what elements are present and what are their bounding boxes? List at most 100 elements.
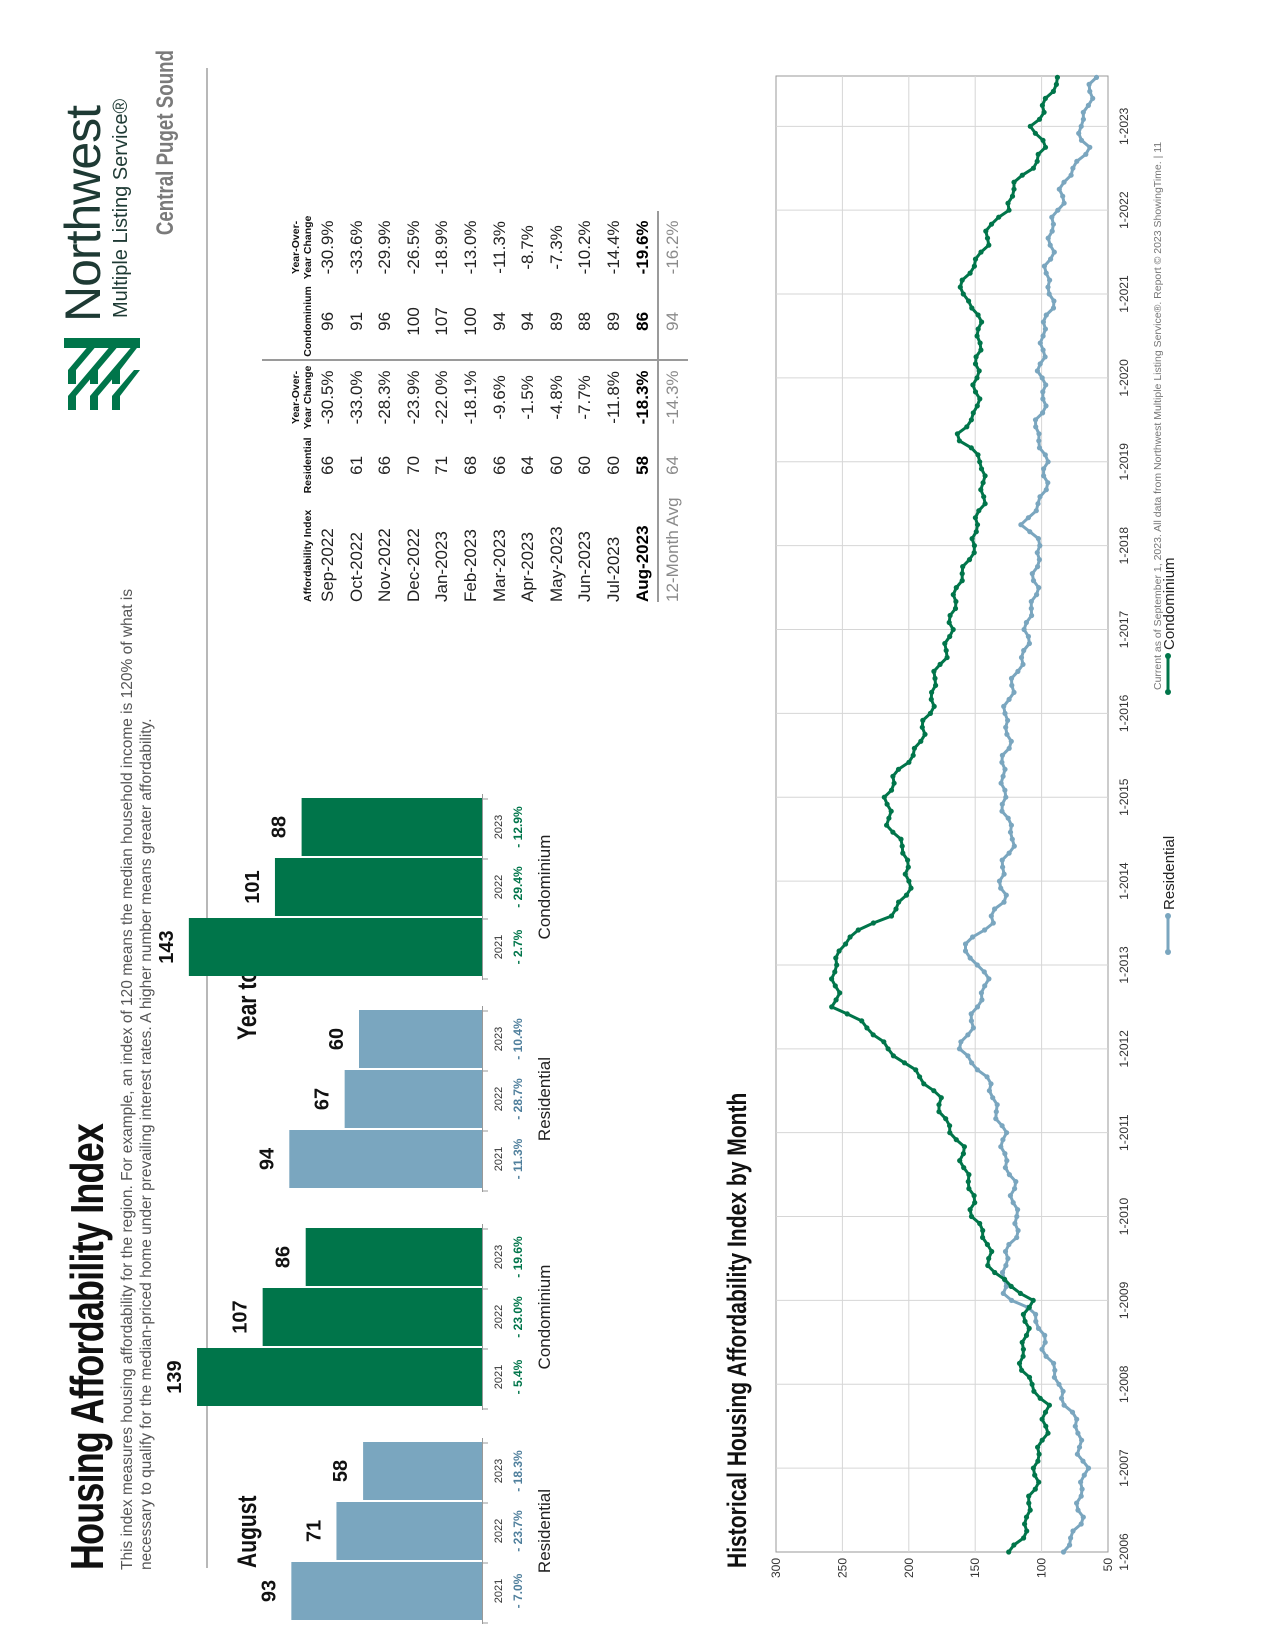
series-point	[833, 955, 839, 961]
series-point	[884, 822, 890, 828]
series-point	[966, 1186, 972, 1192]
series-point	[966, 556, 973, 563]
series-point	[1001, 899, 1007, 905]
series-point	[1015, 1207, 1021, 1213]
x-tick-label: 1-2018	[1117, 527, 1131, 565]
nwmls-logo: Northwest Multiple Listing Service®	[52, 40, 152, 410]
series-point	[906, 759, 912, 765]
series-point	[1006, 1549, 1012, 1555]
series-point	[984, 235, 991, 241]
series-point	[999, 808, 1005, 814]
series-point	[1026, 1304, 1032, 1310]
series-point	[1032, 130, 1039, 136]
bar-value-label: 71	[303, 1520, 325, 1542]
bar	[344, 1070, 482, 1128]
series-point	[1021, 1535, 1027, 1541]
series-point	[1037, 542, 1043, 549]
series-point	[999, 857, 1005, 863]
series-point	[1021, 647, 1027, 654]
y-tick-label: 250	[835, 1558, 849, 1578]
series-point	[837, 990, 843, 996]
series-point	[917, 1074, 923, 1080]
series-point	[1030, 577, 1037, 584]
series-point	[1074, 1451, 1081, 1457]
series-point	[1005, 200, 1011, 206]
series-point	[1037, 340, 1043, 346]
series-point	[931, 703, 937, 709]
series-point	[1015, 1227, 1021, 1234]
series-point	[1013, 1179, 1019, 1185]
series-point	[1079, 1486, 1085, 1492]
series-point	[1036, 438, 1042, 444]
series-point	[843, 941, 849, 947]
series-point	[1033, 424, 1039, 430]
series-point	[1026, 1493, 1032, 1499]
series-point	[1026, 640, 1033, 647]
x-tick-label: 1-2015	[1117, 778, 1131, 816]
series-point	[888, 787, 895, 793]
series-point	[1039, 1416, 1045, 1422]
series-point	[1005, 1255, 1011, 1262]
series-point	[936, 1102, 942, 1108]
series-point	[999, 801, 1005, 807]
series-point	[888, 808, 894, 814]
series-point	[1060, 1549, 1067, 1555]
series-point	[981, 494, 987, 500]
series-point	[953, 584, 959, 591]
series-point	[1003, 794, 1009, 800]
series-point	[1043, 1353, 1049, 1359]
series-point	[975, 312, 981, 318]
series-point	[960, 563, 966, 570]
series-point	[984, 1241, 991, 1248]
x-tick-label: 1-2016	[1117, 694, 1131, 732]
series-point	[983, 228, 989, 234]
x-tick-label: 1-2009	[1117, 1281, 1131, 1319]
series-point	[922, 731, 928, 737]
series-point	[962, 948, 969, 954]
series-point	[1032, 1486, 1038, 1492]
series-point	[1041, 109, 1047, 115]
series-point	[943, 1116, 949, 1122]
series-point	[937, 661, 943, 667]
bar	[197, 1348, 483, 1406]
series-point	[1075, 1430, 1081, 1436]
series-point	[1078, 1521, 1084, 1527]
series-point	[902, 871, 908, 877]
series-point	[961, 1144, 968, 1150]
series-point	[1006, 850, 1012, 856]
series-point	[974, 375, 980, 381]
series-point	[974, 333, 980, 339]
series-point	[1011, 186, 1017, 192]
series-point	[943, 647, 949, 654]
series-point	[947, 612, 953, 619]
series-point	[990, 1095, 996, 1101]
x-tick-label: 1-2011	[1117, 1114, 1131, 1151]
plot-frame	[775, 75, 1109, 1553]
series-point	[829, 1004, 835, 1010]
series-point	[1023, 1514, 1030, 1520]
series-point	[968, 1018, 975, 1024]
series-point	[970, 382, 976, 388]
series-point	[1004, 731, 1010, 737]
bar	[359, 1010, 482, 1068]
series-point	[1028, 598, 1034, 605]
series-point	[919, 724, 925, 730]
series-point	[1011, 1542, 1017, 1548]
series-point	[1035, 1325, 1042, 1331]
series-point	[918, 738, 924, 744]
bar-category-label: 2023	[493, 1459, 505, 1483]
series-point	[1040, 137, 1046, 143]
series-point	[980, 480, 986, 486]
series-point	[1083, 151, 1089, 157]
series-point	[984, 1074, 990, 1080]
series-point	[1086, 81, 1092, 87]
series-point	[870, 920, 877, 926]
series-point	[1040, 410, 1046, 416]
series-point	[1043, 270, 1049, 276]
series-point	[1018, 522, 1024, 528]
series-point	[985, 1262, 991, 1269]
series-point	[1009, 193, 1016, 199]
series-point	[1070, 1528, 1076, 1534]
series-point	[1045, 1430, 1051, 1436]
series-point	[1036, 1451, 1042, 1457]
